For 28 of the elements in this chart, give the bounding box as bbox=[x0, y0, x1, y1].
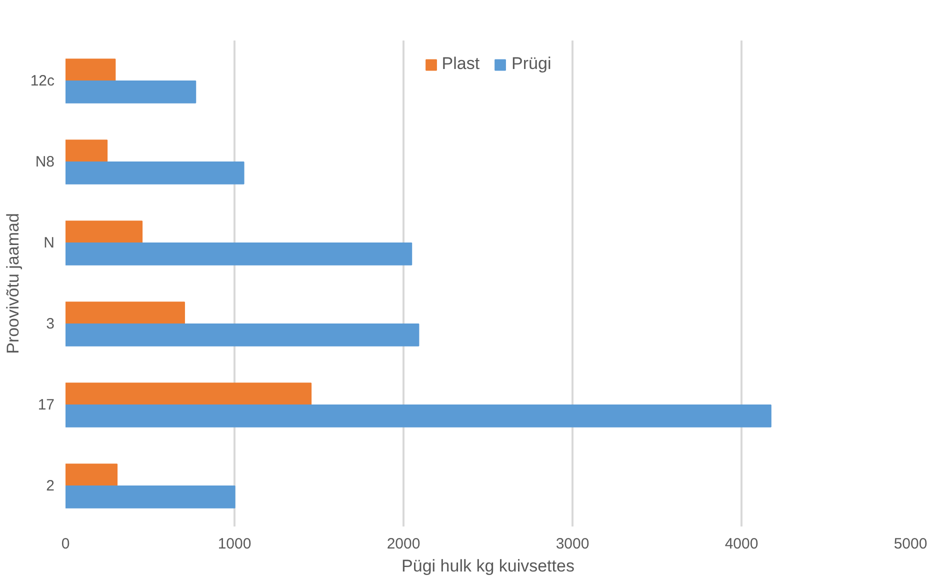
y-tick-label: 2 bbox=[46, 478, 54, 494]
bar bbox=[66, 80, 196, 104]
x-axis-title: Pügi hulk kg kuivsettes bbox=[402, 556, 574, 576]
y-axis-title: Proovivõtu jaamad bbox=[3, 213, 22, 354]
x-tick-label: 2000 bbox=[386, 536, 420, 552]
bar bbox=[66, 486, 236, 508]
bar bbox=[66, 464, 118, 486]
bar bbox=[66, 162, 244, 184]
x-tick-label: 1000 bbox=[218, 536, 252, 552]
legend-label: Plast bbox=[442, 54, 480, 74]
bar bbox=[66, 302, 185, 324]
y-tick-label: 17 bbox=[38, 396, 55, 414]
bar bbox=[66, 324, 420, 346]
legend-label: Prügi bbox=[512, 54, 552, 74]
x-tick-label: 0 bbox=[61, 536, 70, 552]
bar bbox=[66, 58, 116, 82]
y-tick-label: 3 bbox=[46, 316, 54, 332]
y-tick-label: N8 bbox=[35, 154, 55, 170]
bar bbox=[66, 382, 312, 406]
x-tick-label: 3000 bbox=[556, 536, 590, 552]
y-tick-label: N bbox=[44, 234, 55, 252]
bar bbox=[66, 220, 143, 244]
x-tick-label: 5000 bbox=[894, 536, 928, 552]
y-tick-label: 12c bbox=[30, 72, 55, 90]
bar bbox=[66, 140, 108, 162]
bar bbox=[66, 242, 412, 266]
bar bbox=[66, 404, 772, 428]
x-tick-label: 4000 bbox=[724, 536, 758, 552]
